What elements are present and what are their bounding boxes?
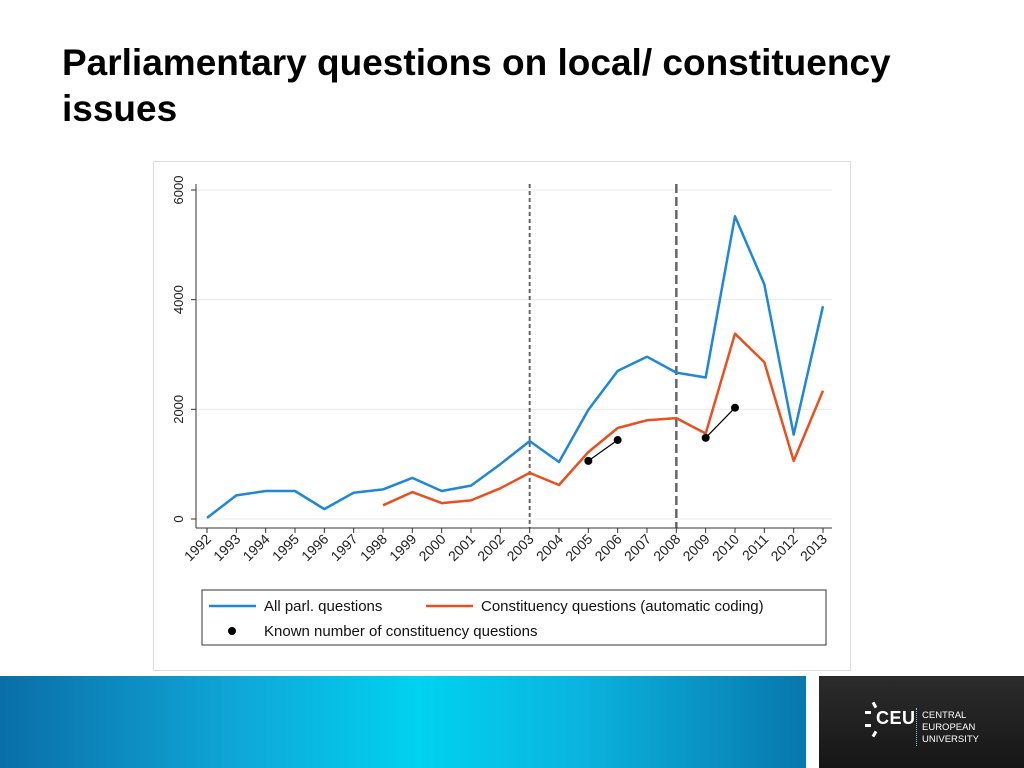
legend: All parl. questions Constituency question… bbox=[201, 589, 827, 646]
logo-divider bbox=[916, 708, 917, 746]
x-tick-label: 2000 bbox=[415, 531, 448, 564]
logo-name: CENTRAL EUROPEAN UNIVERSITY bbox=[922, 710, 1022, 746]
known-point bbox=[584, 456, 593, 465]
legend-swatch-known bbox=[228, 627, 236, 635]
university-logo: CEU CENTRAL EUROPEAN UNIVERSITY bbox=[819, 676, 1024, 768]
known-segment bbox=[705, 407, 736, 439]
known-point bbox=[701, 433, 710, 442]
footer-band bbox=[0, 676, 806, 768]
x-tick-label: 1999 bbox=[386, 531, 419, 564]
x-tick-label: 2012 bbox=[767, 531, 800, 564]
x-tick-label: 2007 bbox=[621, 531, 654, 564]
legend-box bbox=[201, 589, 827, 646]
x-tick-label: 1993 bbox=[210, 531, 243, 564]
x-tick-label: 1997 bbox=[327, 531, 360, 564]
series-line-0 bbox=[206, 215, 825, 519]
x-tick-label: 1992 bbox=[181, 531, 214, 564]
y-tick-label: 0 bbox=[171, 515, 186, 522]
logo-abbreviation: CEU bbox=[876, 708, 916, 728]
series bbox=[206, 215, 825, 519]
logo-star-icon bbox=[865, 701, 878, 738]
chart-frame: 0 2000 4000 6000 1992 1993 1994 1995 1996 1997 199… bbox=[153, 161, 851, 671]
logo-line-1: CENTRAL bbox=[922, 710, 967, 721]
x-tick-label: 2010 bbox=[709, 531, 742, 564]
legend-label-known: Known number of constituency questions bbox=[264, 623, 538, 640]
legend-label-constituency: Constituency questions (automatic coding… bbox=[481, 598, 764, 615]
y-tick-label: 4000 bbox=[171, 285, 186, 314]
x-tick-label: 2013 bbox=[797, 531, 830, 564]
logo-line-2: EUROPEAN bbox=[922, 722, 976, 733]
slide-title: Parliamentary questions on local/ consti… bbox=[62, 42, 891, 129]
x-tick-label: 1996 bbox=[298, 531, 331, 564]
x-tick-label: 2001 bbox=[445, 531, 478, 564]
logo-line-3: UNIVERSITY bbox=[922, 734, 980, 745]
series-line-1 bbox=[382, 332, 825, 507]
x-tick-label: 2008 bbox=[650, 531, 683, 564]
known-point bbox=[613, 436, 622, 445]
grid-lines bbox=[196, 184, 832, 528]
x-tick-label: 1994 bbox=[239, 531, 272, 564]
x-tick-label: 2009 bbox=[679, 531, 712, 564]
known-segment bbox=[587, 439, 619, 462]
x-tick-label: 2011 bbox=[739, 531, 772, 564]
line-chart: 0200040006000199219931994199519961997199… bbox=[171, 176, 832, 646]
legend-label-all: All parl. questions bbox=[264, 598, 382, 615]
x-tick-label: 2003 bbox=[503, 531, 536, 564]
x-tick-label: 1995 bbox=[269, 531, 302, 564]
known-point bbox=[731, 403, 739, 412]
x-tick-label: 2002 bbox=[474, 531, 507, 564]
x-tick-label: 2006 bbox=[591, 531, 624, 564]
x-tick-label: 1998 bbox=[357, 531, 390, 564]
y-tick-label: 6000 bbox=[171, 176, 186, 205]
x-tick-label: 2005 bbox=[562, 531, 595, 564]
y-tick-label: 2000 bbox=[171, 395, 186, 424]
x-tick-label: 2004 bbox=[533, 531, 566, 564]
